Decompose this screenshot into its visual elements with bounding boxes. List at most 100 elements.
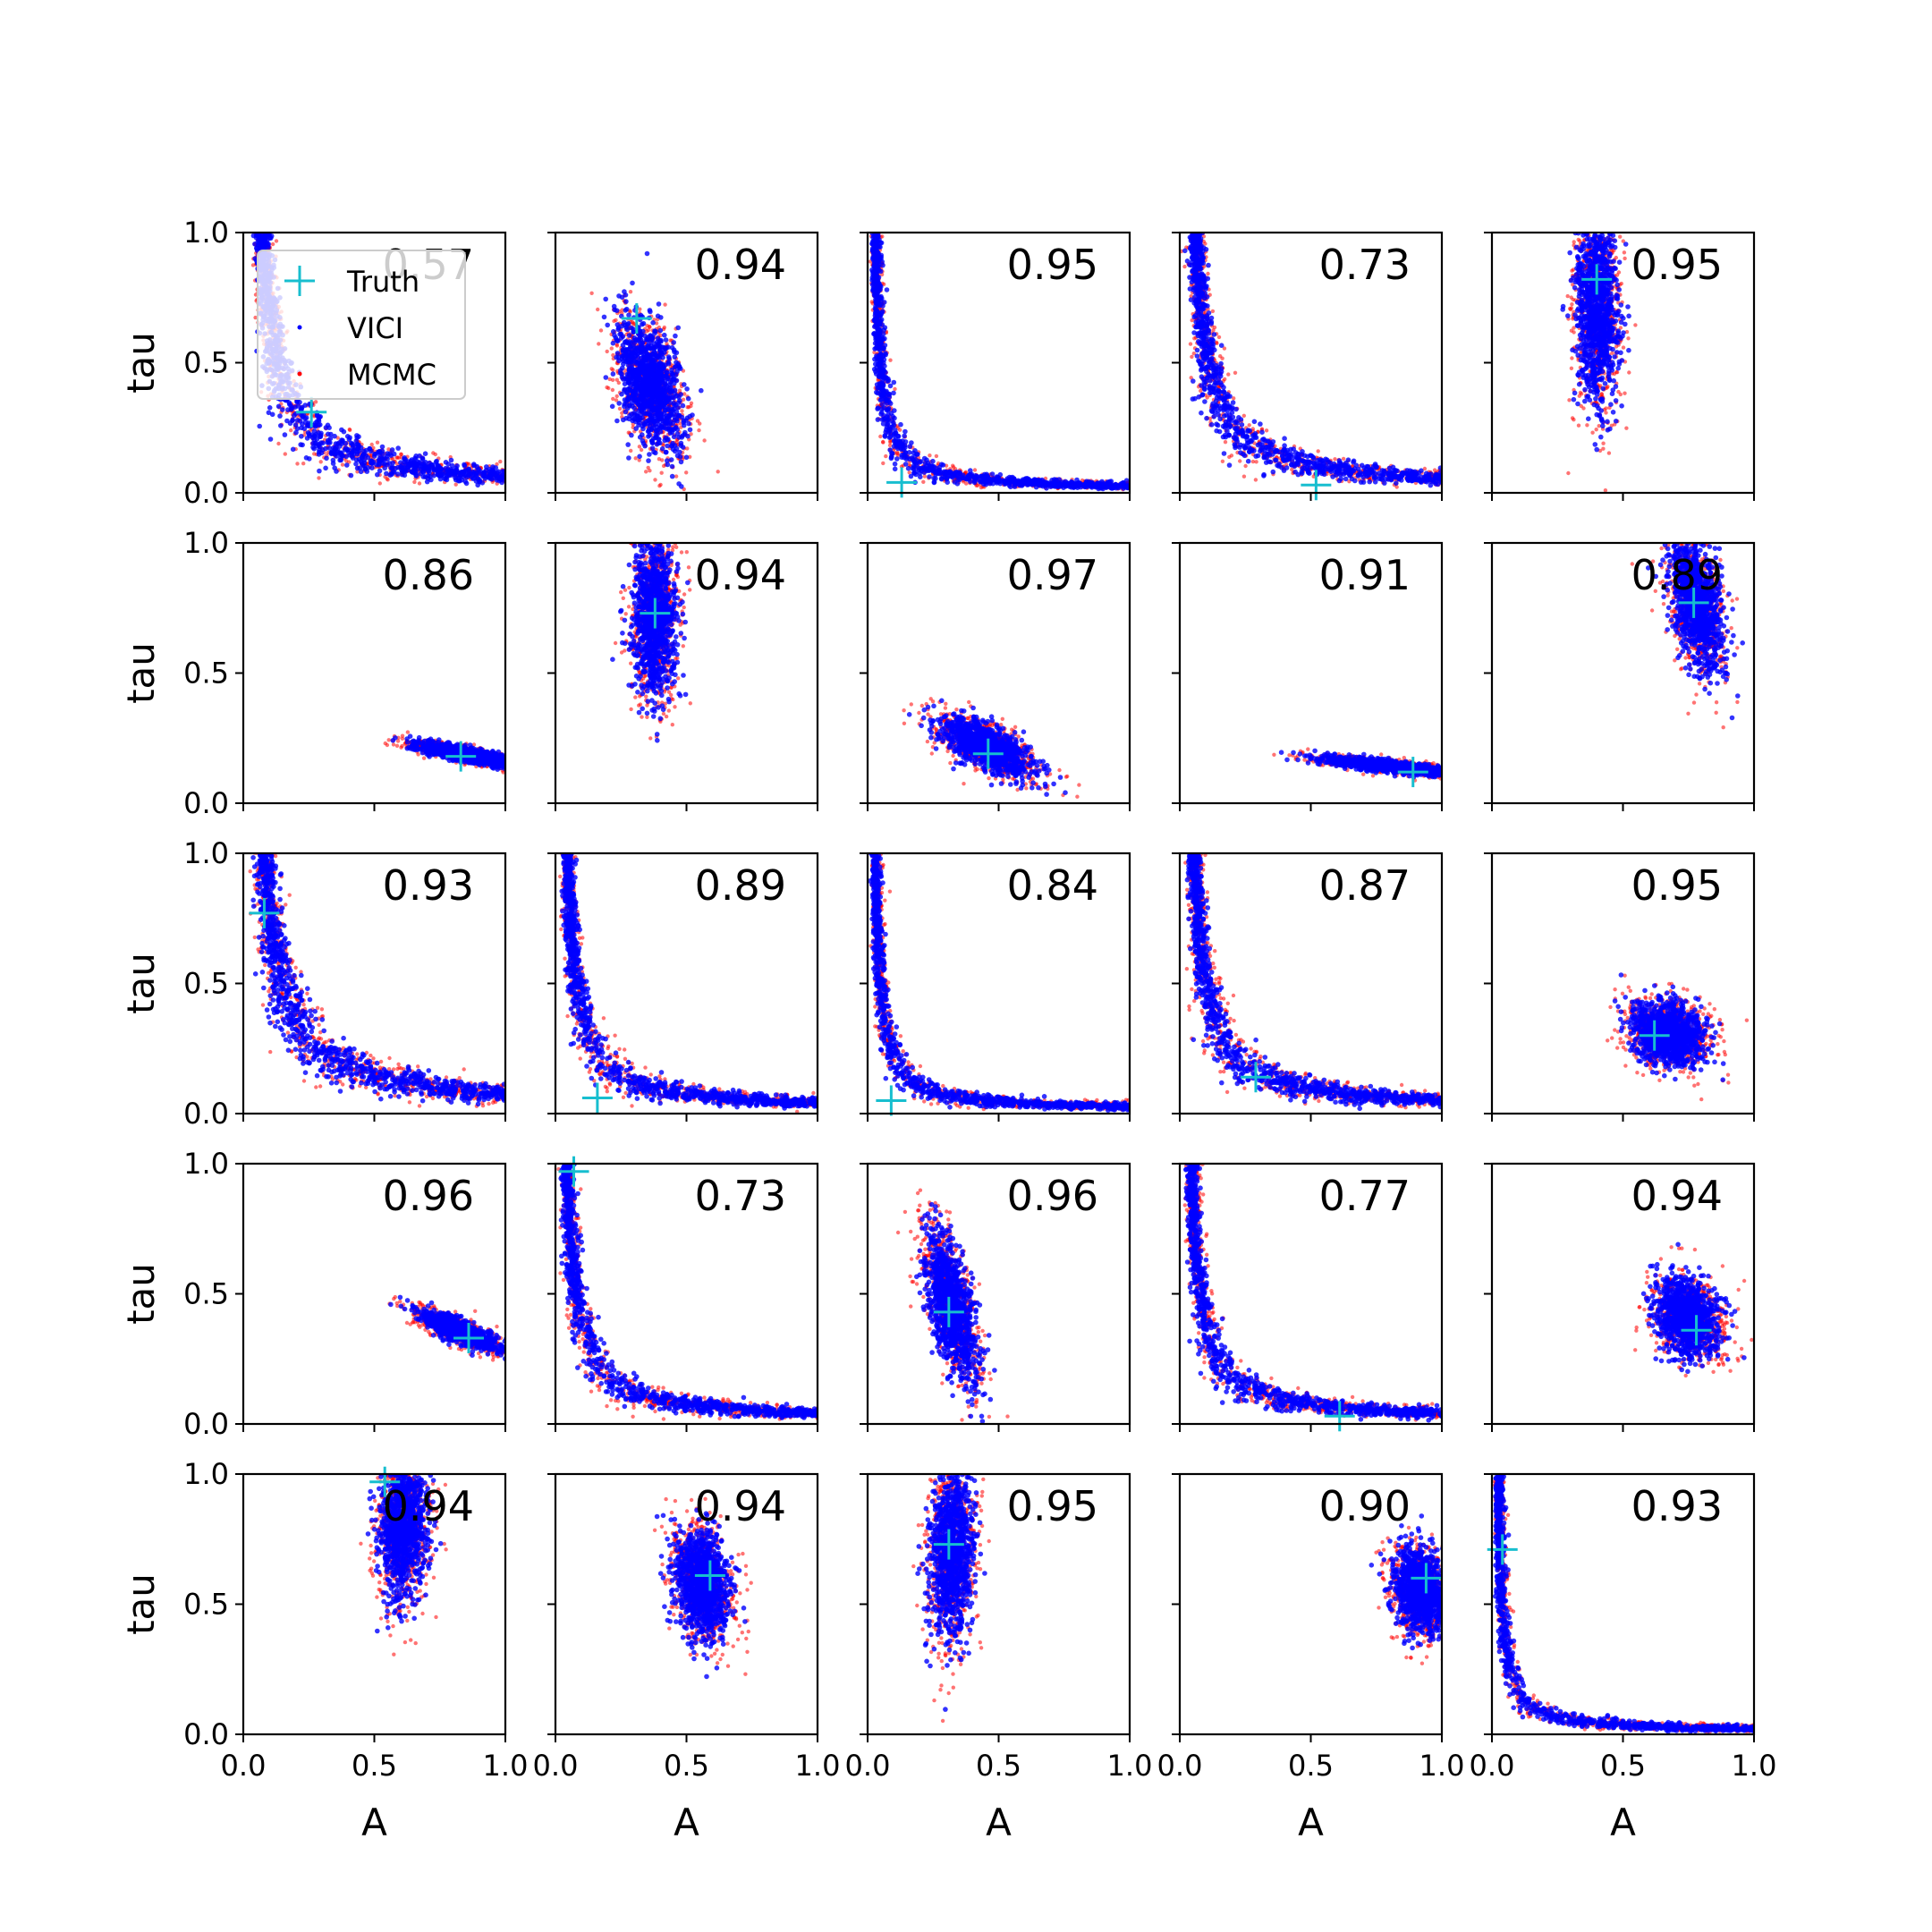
mcmc-point (611, 368, 615, 372)
vici-point (659, 377, 665, 384)
vici-point (639, 377, 644, 384)
vici-point (299, 425, 304, 431)
vici-point (657, 390, 663, 396)
vici-point (931, 479, 937, 486)
mcmc-point (253, 218, 257, 222)
mcmc-point (263, 226, 267, 230)
vici-point (647, 369, 653, 376)
vici-point (670, 446, 676, 453)
vici-point (626, 380, 632, 386)
mcmc-point (874, 220, 877, 224)
mcmc-point (663, 302, 667, 307)
mcmc-point (876, 224, 879, 227)
vici-point (630, 393, 636, 399)
vici-point (662, 332, 667, 338)
vici-point (454, 463, 460, 469)
vici-point (612, 333, 617, 338)
vici-point (463, 468, 469, 473)
vici-point (266, 219, 271, 225)
mcmc-point (633, 456, 638, 461)
vici-point (667, 430, 674, 436)
vici-point (376, 458, 382, 463)
vici-point (646, 434, 651, 439)
mcmc-point (301, 462, 306, 466)
mcmc-point (375, 440, 380, 445)
mcmc-point (257, 217, 260, 221)
vici-point (343, 453, 350, 460)
y-axis-label: tau (119, 332, 163, 394)
mcmc-point (658, 333, 663, 338)
mcmc-point (674, 474, 679, 479)
vici-point (292, 412, 297, 419)
mcmc-point (614, 377, 619, 382)
vici-point (269, 411, 275, 418)
vici-point (623, 292, 629, 298)
vici-point (622, 388, 627, 394)
y-tick-label: 0.5 (183, 346, 229, 380)
vici-point (872, 220, 877, 225)
vici-point (648, 335, 654, 342)
vici-point (675, 404, 681, 411)
mcmc-point (934, 453, 939, 459)
vici-point (254, 245, 259, 251)
mcmc-point (347, 427, 352, 432)
vici-point (678, 440, 684, 446)
vici-point (255, 223, 260, 228)
truth-marker (621, 303, 652, 335)
vici-point (644, 391, 649, 397)
vici-point (880, 225, 886, 231)
mcmc-point (685, 446, 690, 451)
vici-point (259, 221, 265, 226)
vici-point (681, 422, 687, 428)
vici-point (647, 452, 652, 457)
vici-point (623, 415, 629, 421)
vici-point (642, 387, 648, 393)
mcmc-point (605, 385, 609, 390)
vici-point (874, 225, 879, 230)
vici-point (665, 354, 672, 360)
vici-point (633, 386, 639, 393)
vici-point (377, 468, 383, 474)
mcmc-point (377, 481, 382, 486)
vici-point (254, 226, 259, 232)
vici-point (656, 301, 662, 307)
vici-point (258, 242, 263, 247)
vici-point (263, 225, 268, 230)
vici-point (918, 474, 923, 479)
vici-point (416, 459, 421, 465)
vici-point (293, 429, 299, 436)
mcmc-point (264, 227, 267, 231)
mcmc-point (628, 290, 633, 294)
mcmc-point (253, 104, 257, 107)
vici-point (267, 405, 273, 411)
vici-point (685, 395, 691, 402)
mcmc-point (637, 445, 642, 449)
mcmc-point (870, 224, 874, 227)
vici-point (873, 218, 878, 224)
vici-point (655, 365, 661, 370)
vici-point (398, 460, 403, 465)
vici-point (680, 402, 686, 409)
mcmc-point (295, 462, 300, 466)
vici-point (258, 220, 263, 225)
vici-point (659, 367, 665, 372)
truth-marker (296, 396, 327, 428)
vici-point (664, 370, 669, 376)
vici-point (648, 346, 654, 352)
vici-point (642, 373, 648, 378)
vici-point (410, 461, 416, 466)
vici-point (625, 394, 631, 401)
vici-point (656, 342, 661, 348)
mcmc-point (887, 443, 893, 448)
mcmc-point (922, 474, 928, 479)
mcmc-point (412, 479, 417, 485)
vici-point (354, 441, 360, 447)
vici-point (672, 349, 677, 355)
vici-point (879, 309, 886, 315)
vici-point (674, 425, 679, 430)
vici-point (250, 114, 255, 119)
vici-point (388, 470, 394, 476)
vici-point (290, 446, 296, 453)
mcmc-point (639, 447, 644, 453)
vici-point (303, 455, 309, 461)
